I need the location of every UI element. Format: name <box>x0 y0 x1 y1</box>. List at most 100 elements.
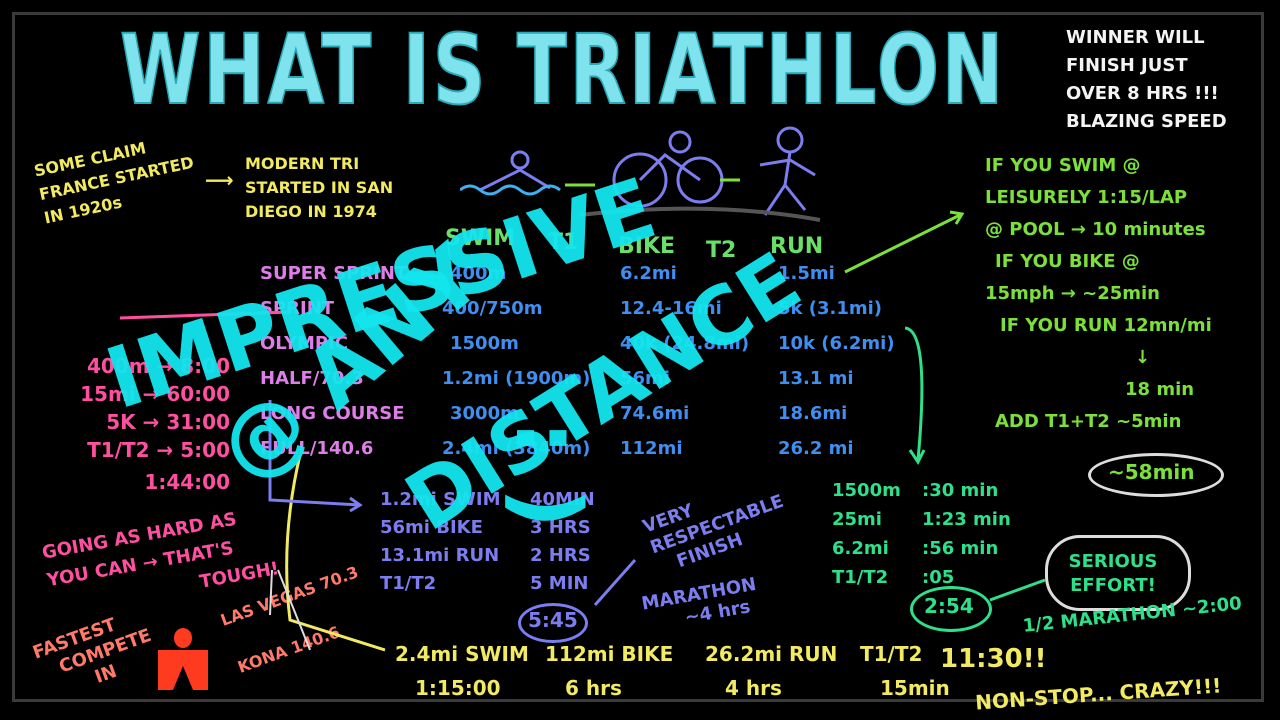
frame <box>12 12 1264 702</box>
time-row: 15mi → 60:00 <box>80 382 230 406</box>
note-line: STARTED IN SAN <box>245 178 394 197</box>
swim-icon <box>460 150 561 196</box>
time-row: T1/T2 → 5:00 <box>87 438 230 462</box>
half-leg: 13.1mi RUN <box>380 545 500 566</box>
bike-distance: 40k (24.8mi) <box>620 333 750 354</box>
half-total-circle <box>518 603 588 643</box>
olympic-time: :30 min <box>922 480 999 501</box>
note-line: FINISH JUST <box>1066 55 1188 76</box>
table-row: 25mi 1:23 min <box>832 505 1011 534</box>
swim-distance: 1.2mi (1900m) <box>442 368 591 389</box>
half-leg: 1.2mi SWIM <box>380 489 501 510</box>
header-swim: SWIM <box>445 226 516 251</box>
ironman-logo <box>158 628 208 690</box>
table-row: 13.1mi RUN 2 HRS <box>380 542 595 570</box>
note-line: BLAZING SPEED <box>1066 111 1227 132</box>
swim-distance: 400/750m <box>442 298 543 319</box>
calc-line: 18 min <box>1125 379 1195 400</box>
distance-name: SUPER SPRINT <box>260 263 408 284</box>
calc-line: 15mph → ~25min <box>985 283 1160 304</box>
olympic-time: :05 <box>922 567 955 588</box>
super-sprint-total-circle <box>1088 453 1224 497</box>
full-leg: 112mi BIKE <box>545 642 674 666</box>
overlay-smiley: : ) <box>495 420 600 529</box>
table-row: T1/T2 5 MIN <box>380 570 595 598</box>
olympic-leg: T1/T2 <box>832 567 889 588</box>
note-line: SERIOUS <box>1068 551 1158 572</box>
olympic-time: 1:23 min <box>922 509 1011 530</box>
olympic-time: :56 min <box>922 538 999 559</box>
header-t1: T1 <box>548 230 579 255</box>
calc-line: @ POOL → 10 minutes <box>985 219 1206 240</box>
run-icon <box>759 126 816 216</box>
note-line: EFFORT! <box>1070 575 1156 596</box>
full-leg: T1/T2 <box>860 642 923 666</box>
olympic-leg: 6.2mi <box>832 538 889 559</box>
bike-distance: 6.2mi <box>620 263 677 284</box>
full-time: 4 hrs <box>725 676 782 700</box>
swim-distance: 2.4mi (3840m) <box>442 438 591 459</box>
olympic-total: 2:54 <box>924 594 974 618</box>
super-sprint-total: ~58min <box>1108 460 1195 484</box>
table-row: T1/T2 :05 <box>832 563 1011 592</box>
calc-line: LEISURELY 1:15/LAP <box>985 187 1188 208</box>
olympic-times: 1500m :30 min 25mi 1:23 min 6.2mi :56 min T1/T… <box>832 476 1011 592</box>
calc-line: ↓ <box>1135 347 1151 368</box>
half-total: 5:45 <box>528 608 578 632</box>
distance-name: HALF/70.3 <box>260 368 364 389</box>
header-bike: BIKE <box>618 234 676 259</box>
page-title: WHAT IS TRIATHLON <box>119 14 1006 126</box>
table-row: 6.2mi :56 min <box>832 534 1011 563</box>
sport-icons <box>460 126 821 222</box>
run-distance: 18.6mi <box>778 403 848 424</box>
table-row: 1.2mi SWIM 40MIN <box>380 486 595 514</box>
bike-distance: 112mi <box>620 438 683 459</box>
cloud-bubble <box>1045 535 1191 611</box>
calc-line: IF YOU RUN 12mn/mi <box>1000 315 1212 336</box>
olympic-leg: 25mi <box>832 509 882 530</box>
note-line: WINNER WILL <box>1066 27 1205 48</box>
half-time: 3 HRS <box>530 517 591 538</box>
bike-distance: 56mi <box>620 368 670 389</box>
full-time: 15min <box>880 676 950 700</box>
note-line: MODERN TRI <box>245 154 360 173</box>
swim-distance: 400m <box>450 263 507 284</box>
half-leg: 56mi BIKE <box>380 517 483 538</box>
super-sprint-calc: IF YOU SWIM @ LEISURELY 1:15/LAP @ POOL → … <box>985 150 1212 438</box>
olympic-total-circle <box>910 586 992 632</box>
note-line: DIEGO IN 1974 <box>245 202 377 221</box>
olympic-leg: 1500m <box>832 480 901 501</box>
arrow-icon: ⟶ <box>205 168 234 192</box>
time-row: 400m → 8:00 <box>86 354 230 378</box>
full-leg: 2.4mi SWIM <box>395 642 529 666</box>
half-time: 5 MIN <box>530 573 589 594</box>
time-total: 1:44:00 <box>144 470 230 494</box>
swim-distance: 3000m <box>450 403 519 424</box>
bike-distance: 12.4-16mi <box>620 298 722 319</box>
header-run: RUN <box>770 234 824 259</box>
half-time: 2 HRS <box>530 545 591 566</box>
full-time: 1:15:00 <box>415 676 501 700</box>
run-distance: 5k (3.1mi) <box>778 298 883 319</box>
bike-distance: 74.6mi <box>620 403 690 424</box>
run-distance: 13.1 mi <box>778 368 854 389</box>
run-distance: 26.2 mi <box>778 438 854 459</box>
sprint-times: 400m → 8:00 15mi → 60:00 5K → 31:00 T1/T… <box>30 352 230 496</box>
calc-line: IF YOU SWIM @ <box>985 155 1141 176</box>
table-row: 1500m :30 min <box>832 476 1011 505</box>
history-modern: MODERN TRI STARTED IN SAN DIEGO IN 1974 <box>245 152 393 224</box>
half-times: 1.2mi SWIM 40MIN 56mi BIKE 3 HRS 13.1mi RUN 2… <box>380 486 595 598</box>
time-row: 5K → 31:00 <box>106 410 230 434</box>
full-time: 6 hrs <box>565 676 622 700</box>
half-time: 40MIN <box>530 489 595 510</box>
calc-line: ADD T1+T2 ~5min <box>995 411 1182 432</box>
full-total: 11:30!! <box>940 644 1047 674</box>
header-t2: T2 <box>706 238 737 263</box>
table-row: 56mi BIKE 3 HRS <box>380 514 595 542</box>
calc-line: IF YOU BIKE @ <box>995 251 1140 272</box>
cloud-text: SERIOUS EFFORT! <box>1058 550 1168 598</box>
half-leg: T1/T2 <box>380 573 437 594</box>
run-distance: 10k (6.2mi) <box>778 333 895 354</box>
full-leg: 26.2mi RUN <box>705 642 838 666</box>
